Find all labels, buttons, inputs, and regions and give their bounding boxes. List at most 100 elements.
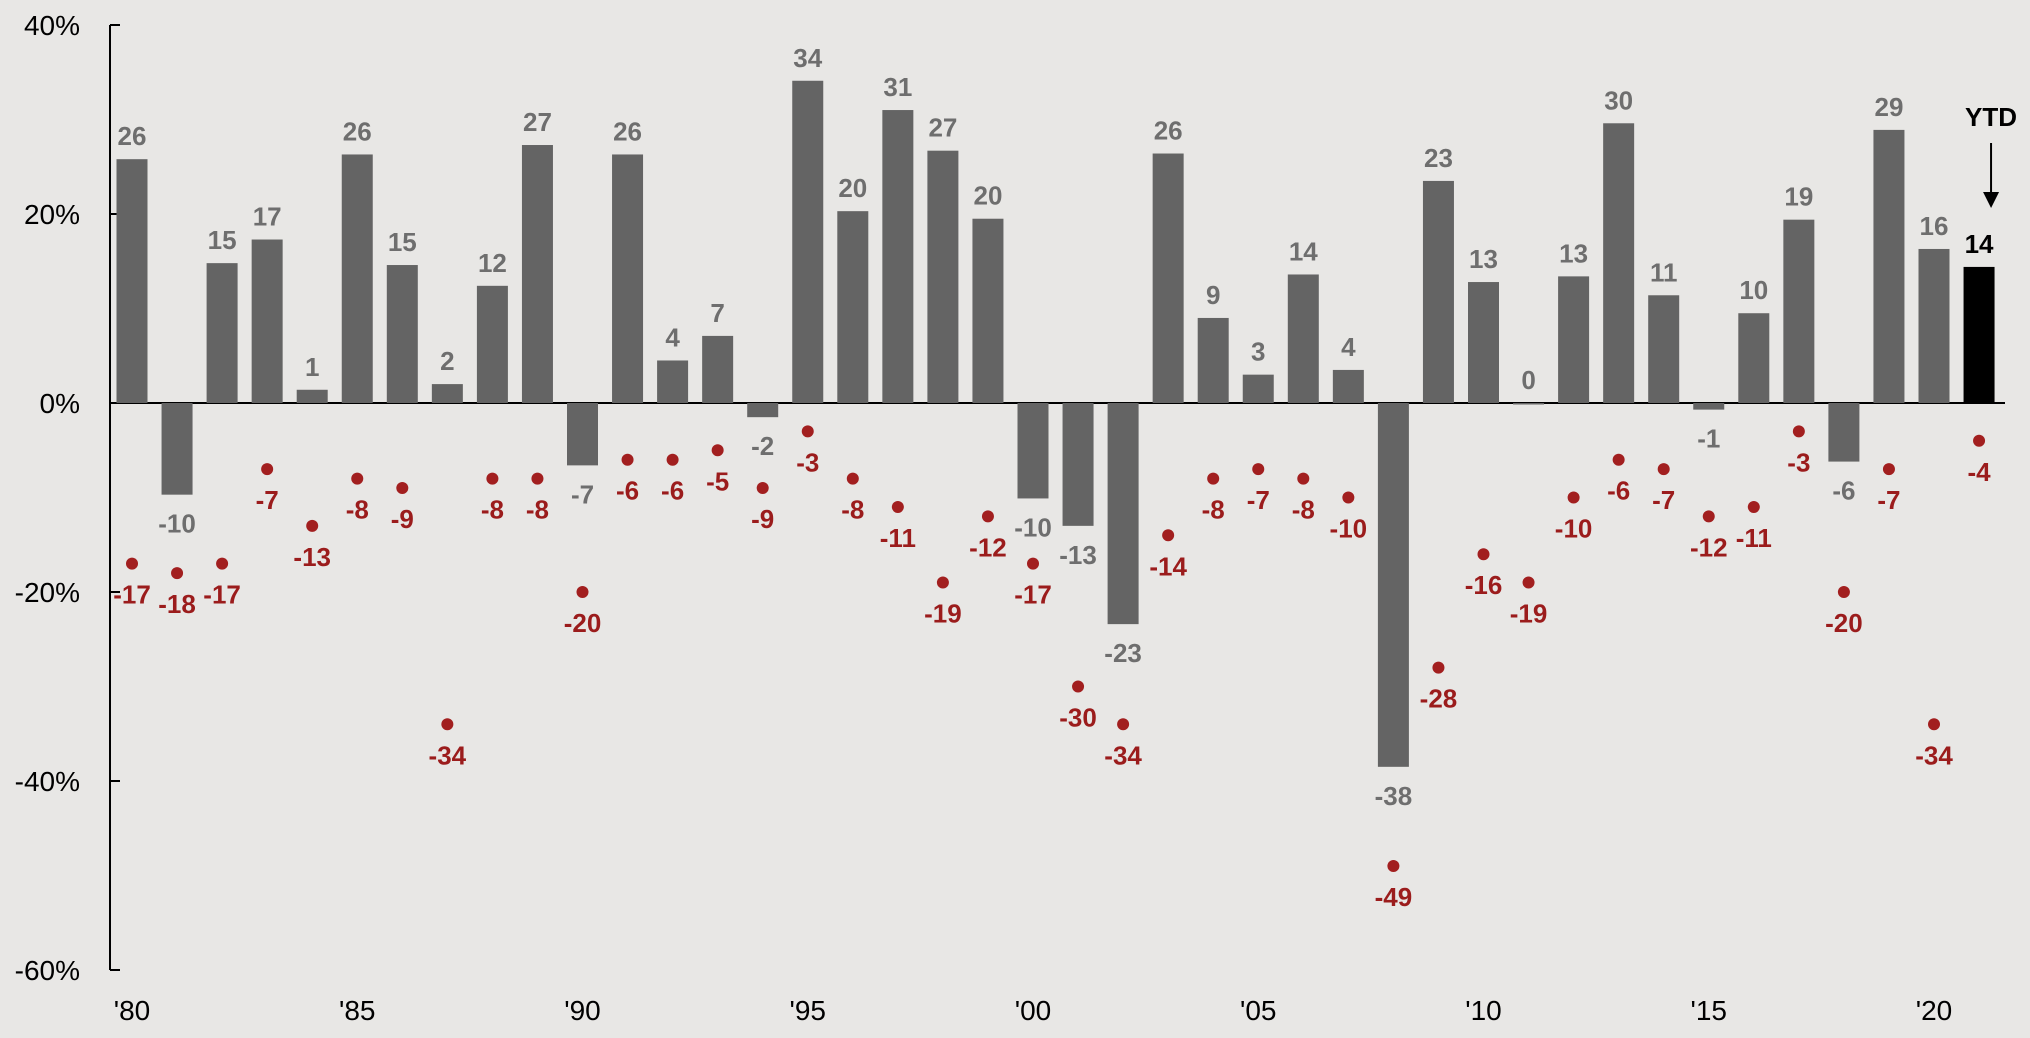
bar-value-label: 26: [343, 116, 372, 146]
dot-value-label: -17: [113, 580, 151, 610]
dot-value-label: -11: [1736, 523, 1772, 553]
intra-year-decline-dot: [1432, 661, 1445, 674]
bar-value-label: -7: [571, 479, 594, 509]
dot-value-label: -7: [1247, 485, 1270, 515]
dot-value-label: -10: [1555, 514, 1593, 544]
intra-year-decline-dot: [666, 453, 679, 466]
intra-year-decline-dot: [261, 463, 274, 476]
bar-value-label: 12: [478, 248, 507, 278]
intra-year-decline-dot: [756, 482, 769, 495]
bar-value-label: 30: [1604, 85, 1633, 115]
bar-value-label: -1: [1697, 424, 1720, 454]
bar: [206, 263, 238, 403]
bar-value-label: 0: [1521, 365, 1535, 395]
intra-year-decline-dot: [1297, 472, 1310, 485]
intra-year-decline-dot: [306, 519, 319, 532]
bar-value-label: 7: [710, 298, 724, 328]
bar: [1918, 248, 1950, 403]
intra-year-decline-dot: [981, 510, 994, 523]
bar-value-label: 4: [665, 322, 680, 352]
dot-value-label: -8: [481, 495, 504, 525]
dot-value-label: -12: [1690, 532, 1728, 562]
intra-year-decline-dot: [1702, 510, 1715, 523]
dot-value-label: -19: [924, 599, 962, 629]
dot-series: [126, 425, 1986, 873]
y-tick-label: 40%: [24, 10, 80, 41]
dot-value-label: -6: [616, 476, 639, 506]
dot-value-label: -19: [1510, 599, 1548, 629]
dot-value-label: -17: [203, 580, 241, 610]
bar: [1332, 369, 1364, 403]
bar: [476, 285, 508, 403]
bar-value-label: 4: [1341, 332, 1356, 362]
dot-value-label: -34: [1915, 740, 1953, 770]
intra-year-decline-dot: [936, 576, 949, 589]
bar-value-label: 34: [793, 43, 822, 73]
dot-value-label: -7: [256, 485, 279, 515]
x-tick-label: '80: [114, 995, 151, 1026]
ytd-annotation: YTD: [1965, 102, 2017, 208]
dot-value-label: -14: [1149, 551, 1187, 581]
dot-value-label: -10: [1330, 514, 1368, 544]
bar: [1422, 180, 1454, 403]
bar-value-label: 19: [1784, 182, 1813, 212]
bar-value-label: 15: [388, 227, 417, 257]
dot-value-label: -8: [1202, 495, 1225, 525]
intra-year-decline-dot: [396, 482, 409, 495]
y-tick-label: -40%: [15, 766, 80, 797]
dot-value-label: -18: [158, 589, 196, 619]
dot-value-label: -7: [1652, 485, 1675, 515]
dot-value-label: -9: [751, 504, 774, 534]
axes: 40% 20% 0% -20% -40% -60% '80 '85 '90 '95 '00 '05 '1…: [15, 10, 2005, 1026]
x-tick-label: '15: [1691, 995, 1728, 1026]
intra-year-decline-dot: [801, 425, 814, 438]
bar: [521, 145, 553, 403]
intra-year-decline-dot: [171, 567, 184, 580]
bar-value-label: 11: [1650, 257, 1678, 287]
intra-year-decline-dot: [1162, 529, 1175, 542]
y-tick-label: 20%: [24, 199, 80, 230]
bar: [567, 403, 598, 466]
dot-value-label: -5: [706, 466, 729, 496]
bar-value-label: -38: [1375, 781, 1413, 811]
intra-year-decline-dot: [1027, 557, 1039, 570]
intra-year-decline-dot: [1882, 463, 1895, 476]
dot-value-label: -34: [1104, 740, 1142, 770]
dot-value-label: -13: [293, 542, 331, 572]
bar: [1738, 313, 1770, 403]
bar: [1468, 282, 1499, 403]
intra-year-decline-dot: [1477, 548, 1490, 561]
bar: [1693, 403, 1725, 410]
intra-year-decline-dot: [126, 557, 138, 570]
intra-year-decline-dot: [891, 500, 904, 513]
bar: [927, 150, 959, 403]
bar-value-label: 14: [1965, 229, 1994, 259]
bar: [1377, 403, 1409, 767]
bar-value-label: 10: [1739, 275, 1768, 305]
bar: [1287, 274, 1319, 403]
bar-value-label: -6: [1832, 476, 1855, 506]
dot-value-label: -3: [796, 447, 819, 477]
bar: [657, 360, 689, 403]
bar-value-label: -23: [1104, 638, 1142, 668]
intra-year-decline-dot: [1387, 860, 1400, 873]
bar-value-label: 3: [1251, 337, 1265, 367]
dot-value-label: -30: [1059, 703, 1097, 733]
bar-value-label: 20: [973, 181, 1002, 211]
bar-value-label: 13: [1559, 238, 1588, 268]
intra-year-decline-dot: [1657, 463, 1670, 476]
bar: [1963, 266, 1995, 403]
intra-year-decline-dot: [486, 472, 499, 485]
y-tick-label: -20%: [15, 577, 80, 608]
ytd-label: YTD: [1965, 102, 2017, 132]
bar: [1648, 295, 1680, 403]
intra-year-decline-dot: [1522, 576, 1535, 589]
bar-value-label: -13: [1059, 540, 1097, 570]
intra-year-decline-dot: [1252, 463, 1265, 476]
bar-value-label: 13: [1469, 244, 1498, 274]
bar: [1558, 276, 1590, 403]
bar-value-label: 27: [928, 113, 957, 143]
dot-value-label: -9: [391, 504, 414, 534]
bar: [341, 154, 373, 403]
